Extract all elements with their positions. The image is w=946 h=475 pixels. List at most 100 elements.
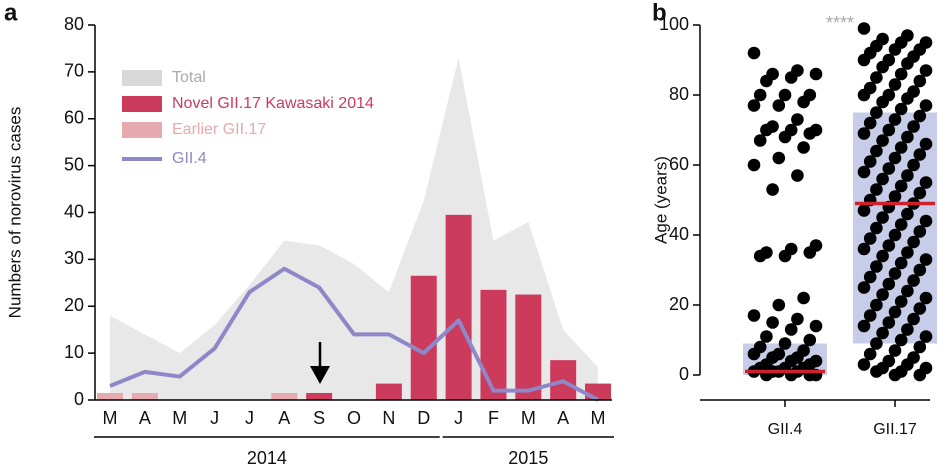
data-point [857, 53, 871, 67]
y-tick-label: 70 [64, 61, 84, 81]
data-point [894, 333, 908, 347]
data-point [913, 186, 927, 200]
data-point [747, 309, 761, 322]
data-point [901, 57, 914, 70]
x-tick-label: A [278, 408, 290, 428]
data-point [919, 176, 933, 189]
data-point [876, 60, 889, 74]
y-axis-title: Age (years) [651, 156, 670, 244]
y-tick-label: 80 [669, 84, 689, 104]
data-point [888, 43, 902, 56]
data-point [791, 312, 804, 326]
data-point [876, 95, 889, 109]
data-point [857, 319, 871, 333]
data-point [901, 207, 914, 221]
data-point [894, 67, 908, 81]
data-point [888, 151, 902, 165]
data-point [913, 74, 927, 88]
x-tick-label: F [488, 408, 499, 428]
data-point [888, 190, 902, 203]
legend-swatch [122, 70, 162, 86]
data-point [919, 64, 933, 77]
x-tick-label: S [313, 408, 325, 428]
bar [306, 392, 333, 400]
data-point [876, 288, 889, 301]
data-point [888, 344, 902, 357]
data-point [760, 74, 773, 88]
data-point [894, 256, 908, 270]
data-point [913, 263, 927, 277]
data-point [797, 291, 810, 305]
plot-area [97, 57, 612, 402]
bar [97, 392, 123, 400]
data-point [876, 134, 889, 147]
data-point [901, 323, 914, 336]
data-point [888, 368, 902, 382]
data-point [803, 246, 817, 259]
data-point [753, 88, 767, 102]
x-tick-label: J [210, 408, 219, 428]
data-point [894, 141, 908, 154]
x-tick-label: D [417, 408, 430, 428]
data-point [913, 368, 927, 382]
y-tick-label: 60 [64, 108, 84, 128]
data-point [870, 106, 883, 119]
data-point [907, 312, 920, 326]
data-point [888, 228, 902, 242]
significance: **** [826, 13, 854, 33]
y-tick-label: 80 [64, 14, 84, 34]
data-point [882, 162, 896, 175]
bar [445, 214, 472, 400]
data-point [747, 46, 761, 60]
x-tick-label: A [557, 408, 569, 428]
data-point [913, 109, 927, 123]
y-tick-label: 0 [74, 389, 84, 409]
data-point [919, 253, 933, 266]
data-point [857, 242, 871, 256]
data-point [907, 274, 920, 287]
data-point [863, 232, 877, 245]
data-point [766, 316, 779, 329]
data-point [888, 78, 902, 91]
x-tick-label: N [382, 408, 395, 428]
data-point [901, 130, 914, 144]
bar [271, 392, 298, 400]
data-point [857, 204, 871, 217]
y-tick-label: 60 [669, 154, 689, 174]
data-point [876, 172, 889, 186]
data-point [791, 113, 804, 126]
bar [515, 294, 542, 400]
data-point [784, 71, 798, 84]
legend-label: Novel GII.17 Kawasaki 2014 [172, 95, 374, 112]
data-point [809, 319, 823, 333]
data-point [857, 22, 871, 35]
data-point [747, 158, 761, 172]
data-point [753, 249, 767, 263]
data-point [870, 298, 883, 312]
data-point [857, 88, 871, 102]
data-point [876, 326, 889, 340]
y-tick-label: 40 [669, 224, 689, 244]
legend-swatch [122, 96, 162, 112]
x-tick-label: M [172, 408, 187, 428]
y-tick-label: 40 [64, 201, 84, 221]
data-point [803, 127, 817, 140]
data-point [857, 127, 871, 140]
data-point [882, 239, 896, 252]
data-point [772, 99, 786, 112]
data-point [870, 71, 883, 84]
x-tick-label: J [454, 408, 463, 428]
panel-label: b [652, 0, 667, 26]
data-point [888, 113, 902, 126]
y-tick-label: 100 [659, 14, 689, 34]
data-point [888, 267, 902, 280]
data-point [870, 144, 883, 158]
data-point [791, 169, 804, 182]
data-point [907, 158, 920, 172]
y-tick-label: 10 [64, 342, 84, 362]
data-point [797, 141, 810, 154]
data-point [901, 284, 914, 298]
bar [480, 289, 507, 400]
data-point [907, 120, 920, 133]
